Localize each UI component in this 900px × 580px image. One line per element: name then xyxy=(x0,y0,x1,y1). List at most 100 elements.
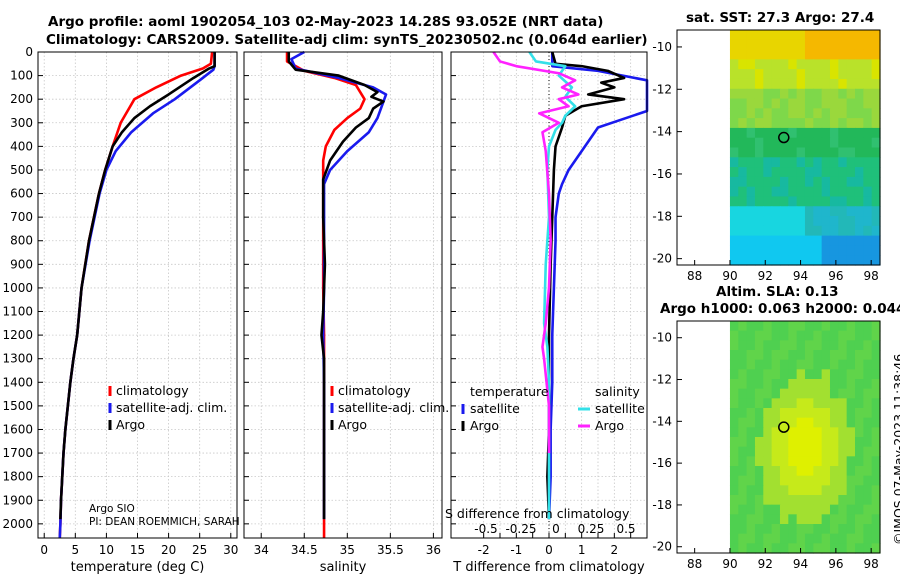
map-cell xyxy=(729,524,739,535)
map-cell xyxy=(829,359,839,370)
map-cell xyxy=(821,475,831,486)
map-cell xyxy=(829,225,839,237)
map-cell xyxy=(763,255,773,266)
map-cell xyxy=(863,98,873,109)
map-cell xyxy=(804,59,814,70)
map-cell xyxy=(821,330,831,341)
map-cell xyxy=(871,39,881,51)
map-cell xyxy=(796,495,806,506)
map-cell xyxy=(754,108,764,119)
map-cell xyxy=(804,39,814,51)
map-cell xyxy=(829,321,839,332)
map-cell xyxy=(746,59,756,70)
map-cell xyxy=(746,524,756,535)
map-cell xyxy=(738,408,748,419)
map-cell xyxy=(838,78,848,90)
map-cell xyxy=(754,39,764,51)
map-cell xyxy=(863,225,873,237)
y-tick-label: -18 xyxy=(652,498,672,512)
map-cell xyxy=(746,69,756,80)
map-cell xyxy=(821,524,831,535)
map-cell xyxy=(846,30,856,41)
map-cell xyxy=(863,235,873,247)
map-cell xyxy=(854,398,864,409)
map-cell xyxy=(829,398,839,409)
map-cell xyxy=(746,235,756,247)
map-cell xyxy=(763,39,773,51)
y-tick-label: -20 xyxy=(652,252,672,266)
map-cell xyxy=(746,359,756,370)
map-cell xyxy=(838,88,848,100)
map-cell xyxy=(771,456,781,467)
map-cell xyxy=(854,524,864,535)
map-cell xyxy=(729,245,739,256)
sst-map-title: sat. SST: 27.3 Argo: 27.4 xyxy=(686,10,875,26)
map-cell xyxy=(796,49,806,60)
map-cell xyxy=(863,495,873,506)
map-cell xyxy=(829,495,839,506)
map-cell xyxy=(813,39,823,51)
map-cell xyxy=(771,369,781,380)
map-cell xyxy=(796,245,806,256)
map-cell xyxy=(804,216,814,227)
map-cell xyxy=(729,39,739,51)
map-cell xyxy=(829,186,839,198)
map-cell xyxy=(821,369,831,380)
map-cell xyxy=(871,379,881,390)
map-cell xyxy=(854,379,864,390)
map-cell xyxy=(771,49,781,60)
map-cell xyxy=(829,127,839,139)
map-cell xyxy=(788,466,798,477)
map-cell xyxy=(838,157,848,168)
x-tick-label: 92 xyxy=(758,557,773,571)
map-cell xyxy=(846,88,856,100)
y-tick-label: -14 xyxy=(652,125,672,139)
map-cell xyxy=(771,321,781,332)
map-cell xyxy=(854,350,864,361)
map-cell xyxy=(729,49,739,60)
map-cell xyxy=(738,225,748,237)
map-cell xyxy=(796,186,806,198)
map-cell xyxy=(738,350,748,361)
map-cell xyxy=(813,59,823,70)
map-cell xyxy=(796,147,806,158)
sla-map-title: Altim. SLA: 0.13 xyxy=(716,284,839,300)
map-cell xyxy=(813,359,823,370)
map-cell xyxy=(763,235,773,247)
map-cell xyxy=(763,98,773,109)
map-cell xyxy=(738,466,748,477)
map-cell xyxy=(754,514,764,525)
map-cell xyxy=(804,118,814,129)
map-cell xyxy=(729,379,739,390)
map-cell xyxy=(779,39,789,51)
map-cell xyxy=(779,108,789,119)
salinity-panel: 34 34.5 35 35.5 36 salinity climatology satelli… xyxy=(243,50,449,575)
map-cell xyxy=(746,167,756,178)
legend-label: Argo xyxy=(470,418,499,433)
map-cell xyxy=(821,196,831,207)
map-cell xyxy=(854,186,864,198)
map-cell xyxy=(796,359,806,370)
map-cell xyxy=(871,408,881,419)
map-cell xyxy=(838,127,848,139)
map-cell xyxy=(754,543,764,554)
map-cell xyxy=(846,427,856,438)
map-cell xyxy=(829,475,839,486)
map-cell xyxy=(779,157,789,168)
map-cell xyxy=(763,456,773,467)
map-cell xyxy=(871,388,881,399)
map-cell xyxy=(829,543,839,554)
map-cell xyxy=(729,456,739,467)
map-cell xyxy=(754,369,764,380)
map-cell xyxy=(804,466,814,477)
map-cell xyxy=(804,427,814,438)
map-cell xyxy=(754,137,764,149)
map-cell xyxy=(813,206,823,217)
map-cell xyxy=(788,225,798,237)
map-cell xyxy=(738,245,748,256)
difference-panel: -2 -1 0 1 2 T difference from climatology temp… xyxy=(445,51,649,575)
map-cell xyxy=(779,466,789,477)
map-cell xyxy=(804,30,814,41)
map-cell xyxy=(738,379,748,390)
map-cell xyxy=(754,225,764,237)
